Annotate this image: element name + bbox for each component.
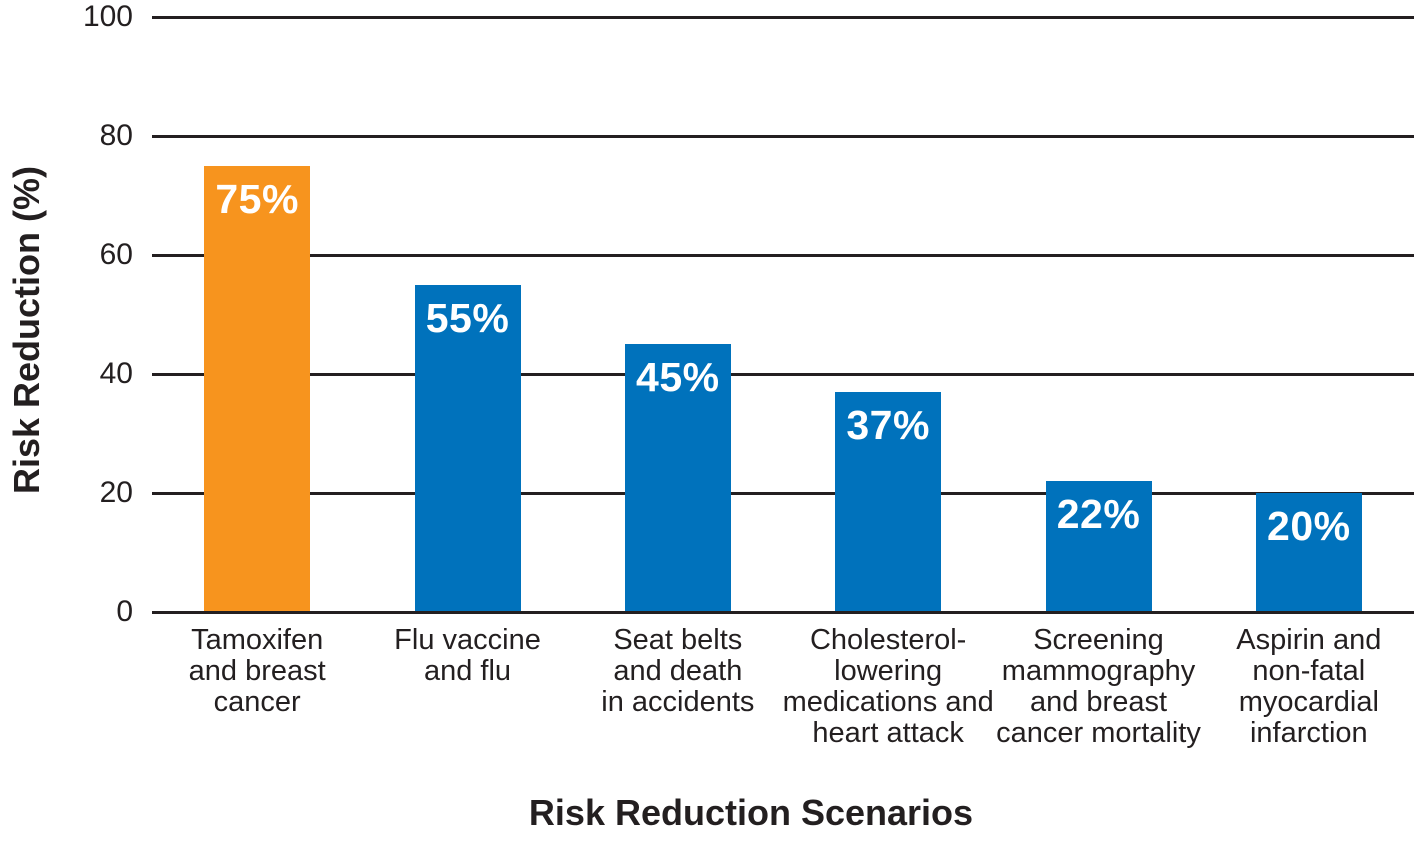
bar: 55% (414, 284, 521, 612)
category-label: Screening mammography and breast cancer … (996, 624, 1201, 749)
y-tick-label: 20 (99, 476, 133, 509)
category-label: Cholesterol- lowering medications and he… (782, 624, 994, 749)
y-tick-label: 60 (99, 238, 133, 271)
y-tick-label: 0 (116, 595, 133, 628)
bar-value-label: 22% (1056, 491, 1141, 538)
category-label: Flu vaccine and flu (394, 624, 541, 687)
x-axis-line (152, 610, 1414, 614)
y-tick-label: 100 (82, 0, 133, 33)
gridline (152, 491, 1414, 495)
bar: 75% (204, 165, 311, 612)
bar-value-label: 37% (846, 401, 930, 448)
bar-value-label: 45% (636, 354, 720, 401)
gridline (152, 134, 1414, 138)
category-label: Seat belts and death in accidents (601, 624, 755, 718)
gridline (152, 253, 1414, 257)
bar: 20% (1255, 493, 1362, 612)
bar-value-label: 20% (1267, 503, 1351, 549)
gridline (152, 372, 1414, 376)
x-axis-title: Risk Reduction Scenarios (528, 792, 974, 833)
category-label: Tamoxifen and breast cancer (188, 624, 326, 718)
y-axis-title: Risk Reduction (%) (6, 165, 47, 495)
category-label: Aspirin and non-fatal myocardial infarct… (1236, 624, 1382, 749)
gridline (152, 15, 1414, 19)
bar-value-label: 55% (425, 294, 510, 341)
bar: 37% (835, 391, 942, 612)
y-tick-label: 80 (99, 119, 133, 152)
bar: 22% (1045, 481, 1152, 612)
bar: 45% (624, 344, 731, 612)
bar-value-label: 75% (215, 175, 299, 222)
y-axis-title-box: Risk Reduction (%) (0, 30, 54, 630)
y-tick-label: 40 (99, 357, 133, 390)
plot-area: 75% 55% 45% 37% 22% 20% (152, 15, 1414, 614)
